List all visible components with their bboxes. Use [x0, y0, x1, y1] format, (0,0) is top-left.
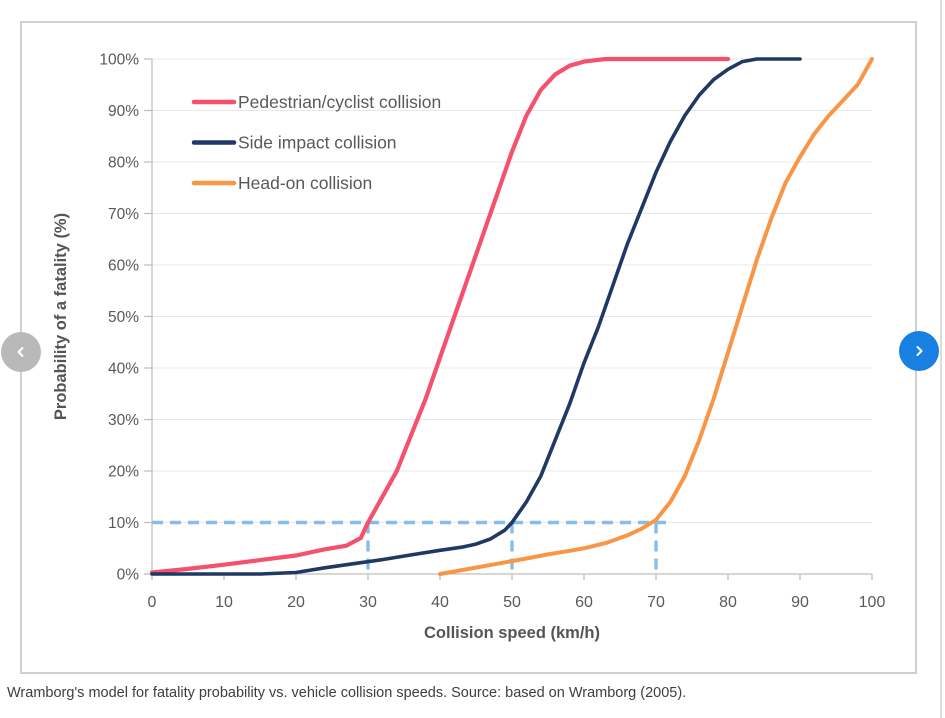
x-tick-label: 0	[148, 594, 157, 611]
x-tick-label: 60	[575, 594, 593, 611]
y-tick-label: 40%	[108, 361, 139, 378]
y-tick-label: 100%	[99, 52, 139, 69]
y-axis-title: Probability of a fatality (%)	[52, 213, 70, 420]
chart-card: 0% 10% 20% 30% 40% 50% 60% 70% 80% 90% 100% 0 10 20 30…	[20, 21, 917, 674]
x-tick-label: 80	[719, 594, 737, 611]
x-axis-title: Collision speed (km/h)	[424, 624, 600, 642]
y-tick-label: 90%	[108, 103, 139, 120]
x-tick-label: 90	[791, 594, 809, 611]
series-line-side-impact-collision	[150, 57, 802, 576]
legend-label-side-impact-collision: Side impact collision	[238, 133, 397, 153]
x-tick-label: 40	[431, 594, 449, 611]
fatality-probability-chart: 0% 10% 20% 30% 40% 50% 60% 70% 80% 90% 100% 0 10 20 30…	[52, 52, 886, 643]
y-tick-label: 30%	[108, 412, 139, 429]
carousel-prev-button[interactable]	[1, 332, 41, 372]
y-tick-label: 60%	[108, 258, 139, 275]
x-tick-label: 30	[359, 594, 377, 611]
legend-label-head-on-collision: Head-on collision	[238, 173, 372, 193]
x-tick-label: 70	[647, 594, 665, 611]
series-line-head-on-collision	[438, 57, 874, 576]
figure-caption: Wramborg's model for fatality probabilit…	[7, 685, 687, 701]
carousel-next-button[interactable]	[899, 331, 939, 371]
x-tick-label: 50	[503, 594, 521, 611]
y-tick-label: 10%	[108, 515, 139, 532]
y-tick-label: 20%	[108, 464, 139, 481]
chevron-right-icon	[916, 346, 923, 356]
x-tick-label: 10	[215, 594, 233, 611]
y-tick-label: 50%	[108, 309, 139, 326]
y-tick-label: 80%	[108, 155, 139, 172]
series-line-pedestrian-cyclist-collision	[149, 56, 731, 575]
x-tick-label: 100	[859, 594, 886, 611]
legend-label-pedestrian-cyclist-collision: Pedestrian/cyclist collision	[238, 92, 441, 112]
chevron-left-icon	[17, 347, 24, 357]
next-card-edge	[940, 0, 942, 718]
y-tick-label: 70%	[108, 206, 139, 223]
y-tick-label: 0%	[117, 567, 140, 584]
x-tick-label: 20	[287, 594, 305, 611]
